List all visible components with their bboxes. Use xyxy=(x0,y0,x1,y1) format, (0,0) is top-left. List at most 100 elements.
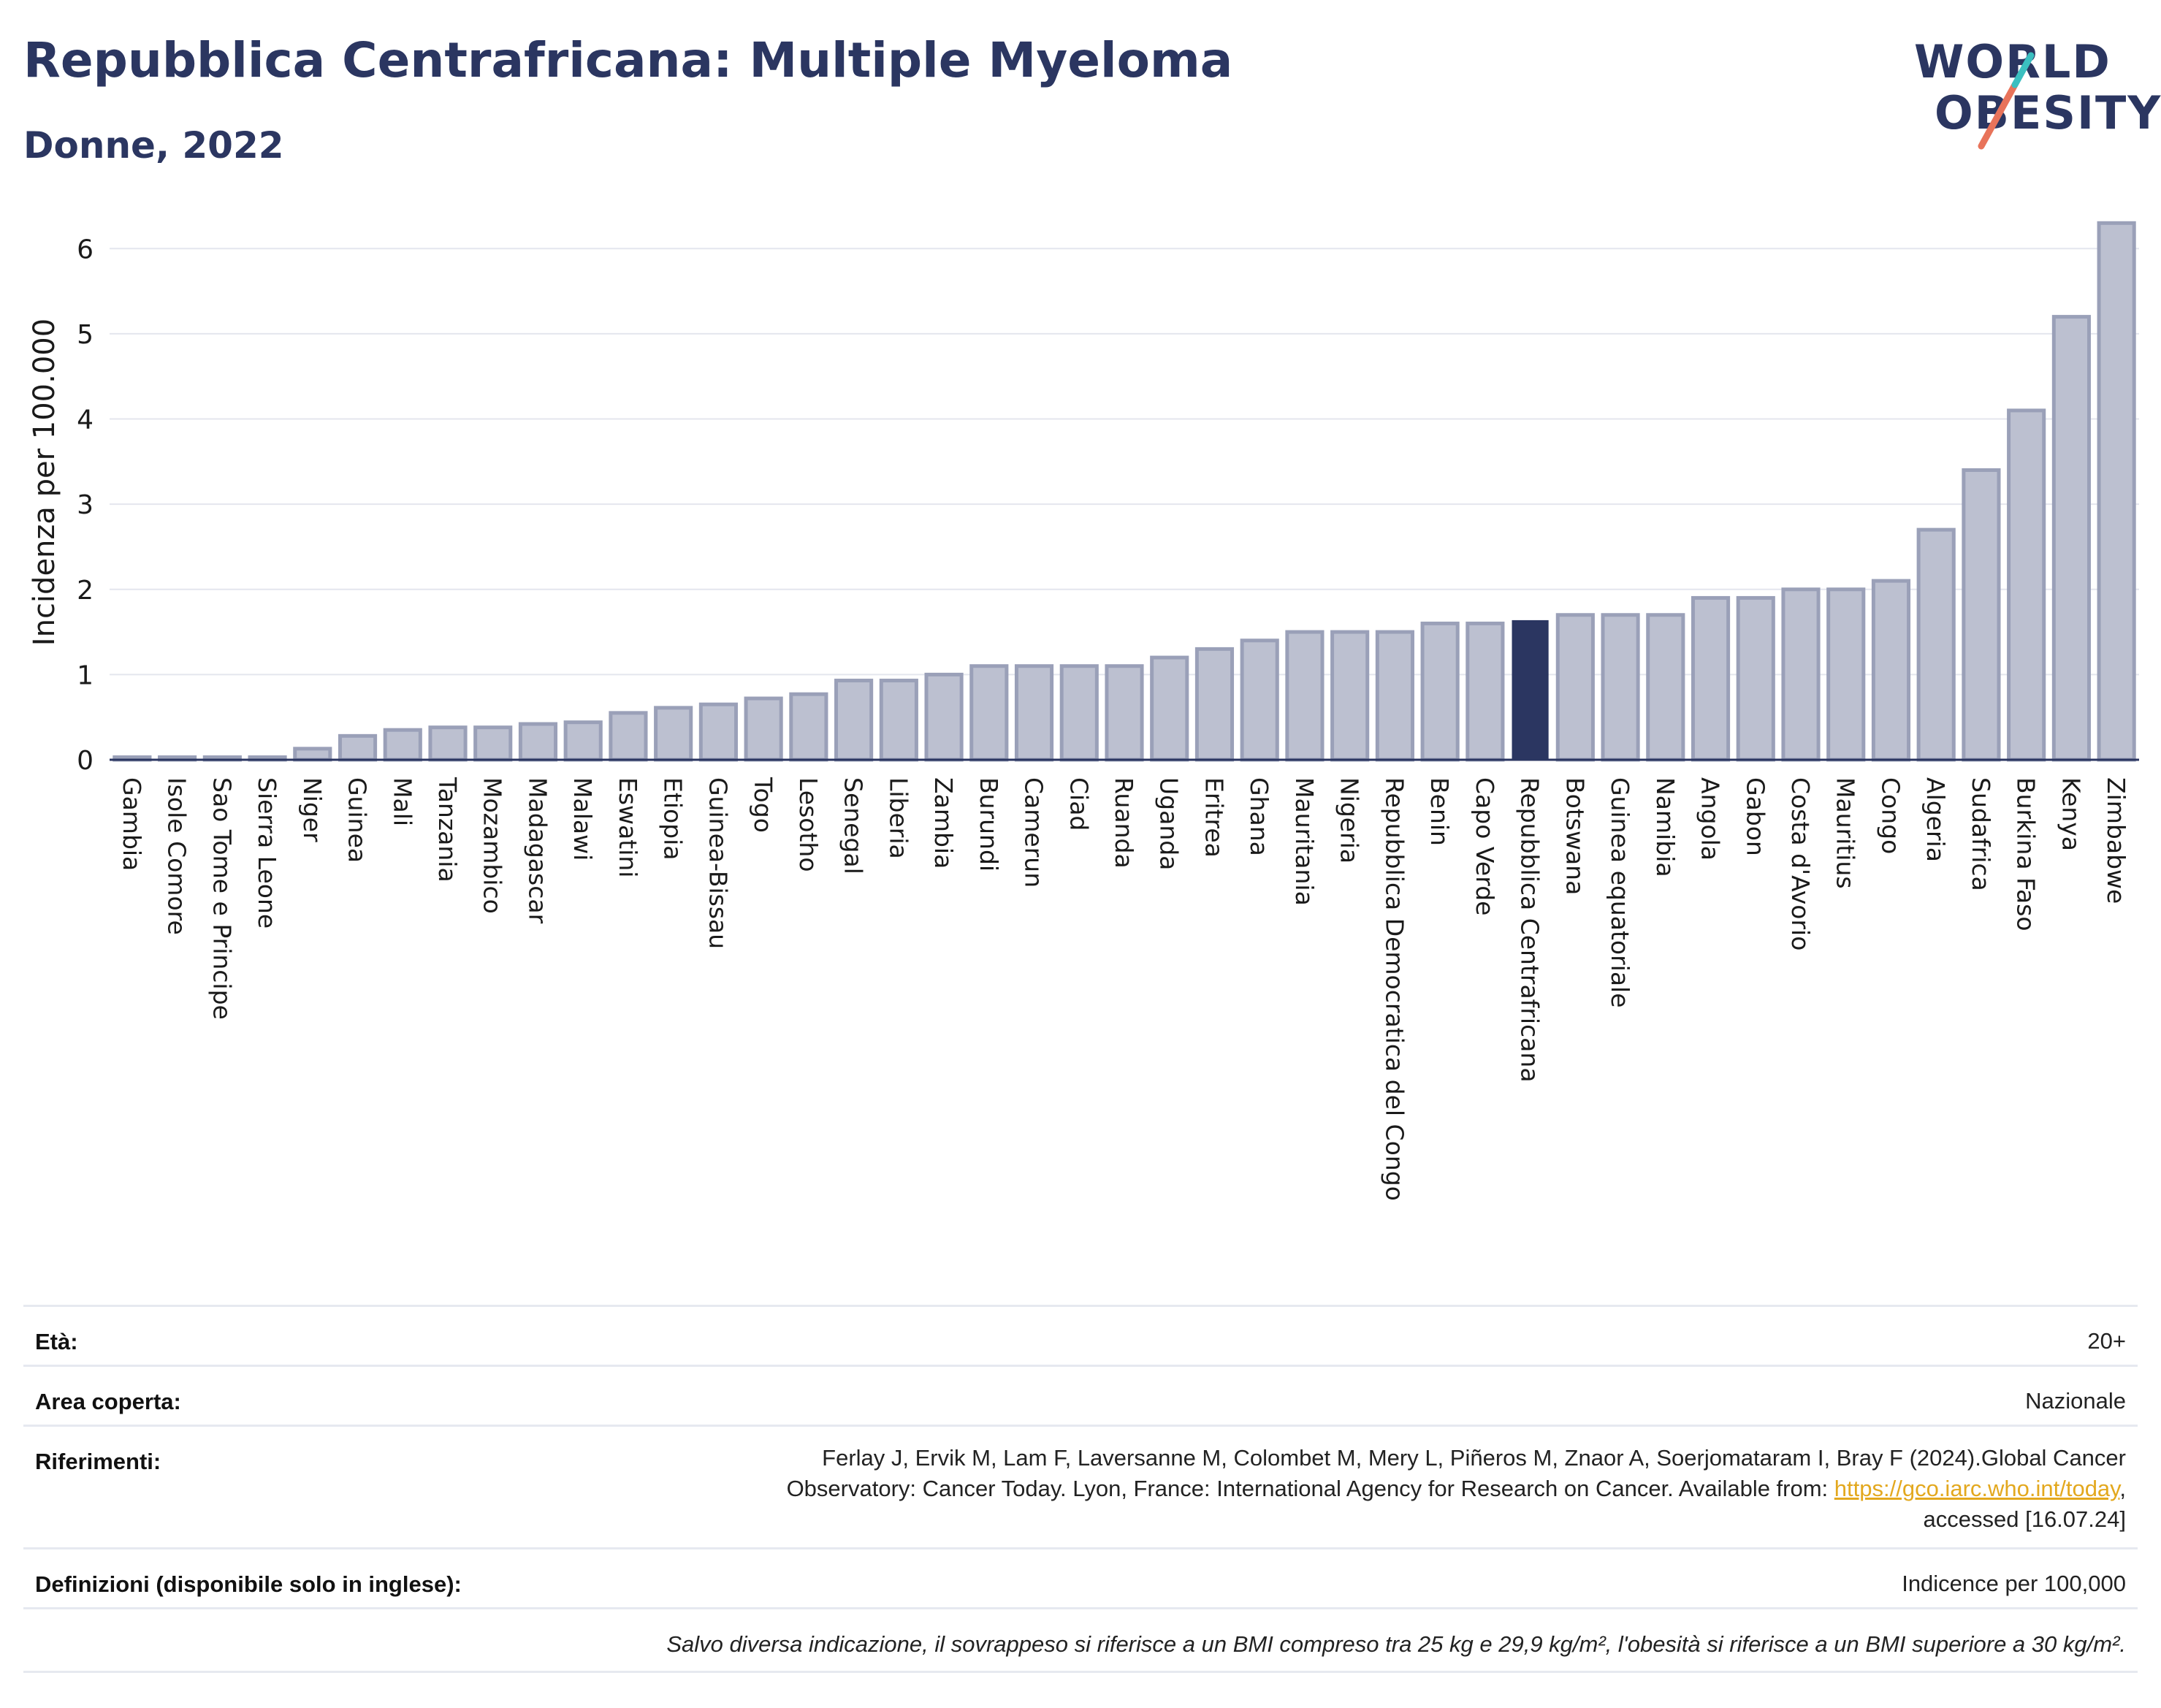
y-tick-label: 2 xyxy=(77,576,94,606)
bar xyxy=(969,664,1009,762)
x-tick-label: Benin xyxy=(1425,777,1454,846)
x-tick-label: Mozambico xyxy=(479,777,507,914)
x-tick-label: Sao Tome e Principe xyxy=(207,777,236,1020)
bar-chart: 0 1 2 3 4 5 6 Gambia Isole Comore Sao Tome e Pri… xyxy=(28,221,2139,1201)
x-tick-label: Costa d'Avorio xyxy=(1786,777,1815,950)
bar xyxy=(1646,613,1685,762)
bar xyxy=(383,728,422,762)
bar xyxy=(1375,630,1414,762)
references-key: Riferimenti: xyxy=(35,1449,161,1474)
y-tick-label: 1 xyxy=(77,660,94,690)
x-tick-label: Ghana xyxy=(1245,777,1273,856)
bar xyxy=(654,706,693,762)
info-row-area: Area coperta: Nazionale xyxy=(23,1365,2138,1427)
x-tick-label: Sierra Leone xyxy=(253,777,281,929)
page-title: Repubblica Centrafricana: Multiple Myelo… xyxy=(23,32,1233,88)
info-row-note: Salvo diversa indicazione, il sovrappeso… xyxy=(23,1607,2138,1673)
y-tick-label: 6 xyxy=(77,235,94,264)
bar xyxy=(1826,587,1866,762)
x-tick-label: Namibia xyxy=(1651,777,1680,877)
world-obesity-logo: WORLD OBESITY xyxy=(1899,29,2160,161)
reference-line-2: Observatory: Cancer Today. Lyon, France:… xyxy=(787,1473,2126,1504)
bar xyxy=(1285,630,1325,762)
bar xyxy=(1150,655,1189,762)
x-tick-label: Malawi xyxy=(568,777,597,861)
x-tick-label: Sudafrica xyxy=(1967,777,1995,891)
bar xyxy=(1194,647,1235,762)
x-tick-label: Congo xyxy=(1876,777,1905,854)
x-tick-label: Nigeria xyxy=(1335,777,1364,863)
y-tick-label: 0 xyxy=(77,746,94,776)
bar xyxy=(2097,221,2136,762)
x-tick-label: Capo Verde xyxy=(1471,777,1499,915)
bar xyxy=(1105,664,1144,762)
info-row-age: Età: 20+ xyxy=(23,1305,2138,1367)
x-tick-label: Tanzania xyxy=(433,777,462,882)
x-tick-label: Eritrea xyxy=(1200,777,1228,858)
reference-comma: , xyxy=(2119,1476,2126,1501)
page-subtitle: Donne, 2022 xyxy=(23,124,284,167)
bar xyxy=(1014,664,1054,762)
reference-line-3: accessed [16.07.24] xyxy=(1923,1506,2126,1532)
bar xyxy=(428,725,468,762)
x-tick-label: Repubblica Democratica del Congo xyxy=(1380,777,1409,1201)
y-tick-label: 4 xyxy=(77,405,94,435)
x-tick-label: Madagascar xyxy=(523,777,552,924)
x-tick-label: Eswatini xyxy=(614,777,642,877)
x-tick-label: Burkina Faso xyxy=(2012,777,2040,931)
x-tick-label: Mauritius xyxy=(1832,777,1860,889)
x-tick-label: Camerun xyxy=(1020,777,1048,888)
bar xyxy=(1420,621,1460,762)
x-tick-label: Isole Comore xyxy=(163,777,191,935)
x-tick-label: Liberia xyxy=(884,777,912,859)
x-tick-label: Algeria xyxy=(1921,777,1950,862)
x-tick-label: Togo xyxy=(749,777,777,833)
y-axis-ticks: 0 1 2 3 4 5 6 xyxy=(77,235,94,776)
bar xyxy=(1059,664,1099,762)
bar xyxy=(1871,579,1911,762)
x-tick-label: Repubblica Centrafricana xyxy=(1516,777,1544,1083)
bar xyxy=(1601,613,1640,762)
reference-line-1: Ferlay J, Ervik M, Lam F, Laversanne M, … xyxy=(822,1445,2126,1471)
bar xyxy=(609,711,648,762)
bar xyxy=(518,722,558,762)
x-tick-label: Uganda xyxy=(1155,777,1184,870)
x-tick-label: Gambia xyxy=(118,777,146,871)
bar xyxy=(2007,408,2046,762)
x-tick-label: Niger xyxy=(298,777,327,842)
bar xyxy=(1240,638,1279,762)
references-value: Ferlay J, Ervik M, Lam F, Laversanne M, … xyxy=(787,1443,2126,1535)
reference-link[interactable]: https://gco.iarc.who.int/today xyxy=(1834,1476,2120,1501)
x-tick-label: Kenya xyxy=(2057,777,2085,851)
x-tick-label: Guinea xyxy=(343,777,372,863)
logo-word-world: WORLD xyxy=(1914,35,2111,88)
bar xyxy=(1466,621,1505,762)
info-row-definitions: Definizioni (disponibile solo in inglese… xyxy=(23,1547,2138,1609)
x-tick-label: Mauritania xyxy=(1290,777,1319,906)
bar xyxy=(1555,613,1595,762)
bar xyxy=(338,733,378,762)
bar xyxy=(1781,587,1821,762)
bar xyxy=(473,725,513,762)
bar xyxy=(698,702,738,762)
x-tick-label: Lesotho xyxy=(794,777,823,872)
bar xyxy=(924,672,964,762)
x-tick-label: Burundi xyxy=(975,777,1003,872)
bar xyxy=(1691,595,1731,762)
x-tick-label: Gabon xyxy=(1741,777,1769,856)
bar xyxy=(1736,595,1775,762)
bar xyxy=(789,692,828,762)
x-tick-label: Mali xyxy=(388,777,416,826)
x-tick-label: Angola xyxy=(1696,777,1725,861)
definitions-key: Definizioni (disponibile solo in inglese… xyxy=(35,1571,462,1597)
age-value: 20+ xyxy=(2087,1328,2126,1354)
bar xyxy=(293,747,332,762)
bar xyxy=(834,679,874,762)
x-axis-labels: Gambia Isole Comore Sao Tome e Principe Sie… xyxy=(118,777,2130,1201)
area-value: Nazionale xyxy=(2025,1388,2126,1414)
x-tick-label: Zambia xyxy=(929,777,958,869)
bar xyxy=(1330,630,1370,762)
y-axis-label: Incidenza per 100.000 xyxy=(28,319,61,646)
x-tick-label: Guinea equatoriale xyxy=(1606,777,1634,1008)
logo-slash-icon xyxy=(1978,52,2035,150)
